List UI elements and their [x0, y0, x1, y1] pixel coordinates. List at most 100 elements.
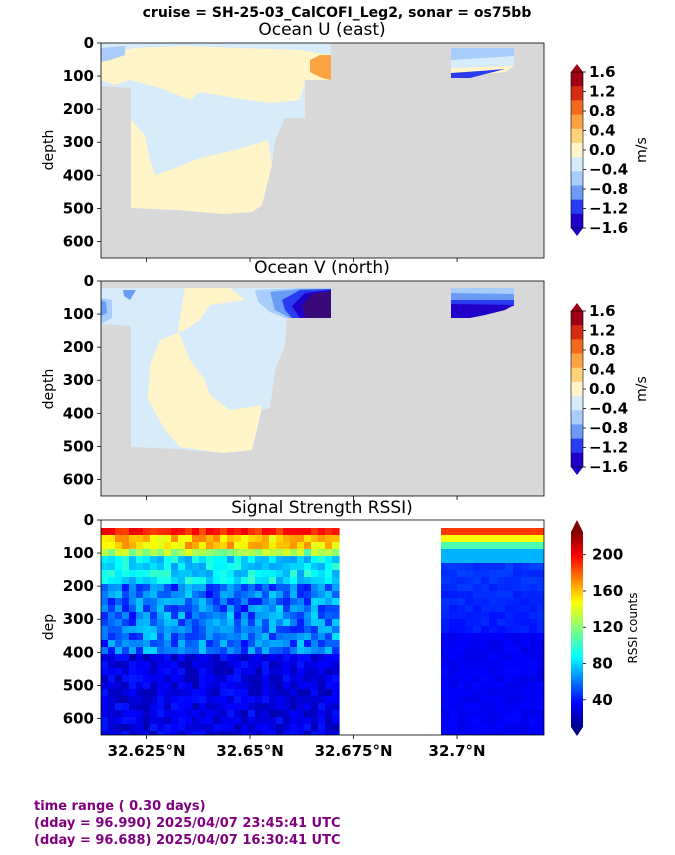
rssi-cell: [318, 556, 326, 564]
rssi-cell: [199, 675, 207, 683]
rssi-cell: [206, 710, 214, 718]
rssi-cell: [164, 619, 172, 627]
rssi-cell: [192, 689, 200, 697]
rssi-cell: [178, 731, 186, 735]
rssi-cell: [529, 661, 538, 669]
rssi-cell: [122, 563, 130, 571]
rssi-cell: [255, 724, 263, 732]
rssi-cell: [276, 556, 284, 564]
rssi-cell: [101, 584, 109, 592]
rssi-cell: [276, 640, 284, 648]
rssi-cell: [157, 647, 165, 655]
rssi-cell: [185, 640, 193, 648]
rssi-cell: [248, 612, 256, 620]
rssi-cell: [311, 542, 319, 550]
rssi-ylabel: dep: [41, 614, 57, 641]
rssi-cell: [115, 682, 123, 690]
rssi-cell: [206, 535, 214, 543]
rssi-cell: [115, 675, 123, 683]
rssi-cell: [192, 619, 200, 627]
rssi-cell: [318, 696, 326, 704]
rssi-cell: [441, 549, 450, 557]
rssi-cell: [227, 633, 235, 641]
rssi-cell: [283, 626, 291, 634]
rssi-cell: [304, 577, 312, 585]
rssi-cell: [178, 647, 186, 655]
rssi-cell: [489, 633, 498, 641]
rssi-cell: [449, 717, 458, 725]
rssi-cell: [143, 717, 151, 725]
rssi-cell: [136, 724, 144, 732]
rssi-cell: [262, 696, 270, 704]
rssi-cell: [325, 577, 333, 585]
panel-v-title: Ocean V (north): [254, 258, 390, 278]
rssi-cell: [529, 591, 538, 599]
rssi-cell: [332, 528, 340, 536]
rssi-cell: [234, 731, 242, 735]
rssi-cell: [481, 703, 490, 711]
rssi-cell: [441, 598, 450, 606]
y-tick-label: 600: [63, 232, 94, 250]
rssi-cell: [185, 598, 193, 606]
rssi-cell: [185, 724, 193, 732]
rssi-cell: [122, 626, 130, 634]
rssi-cell: [283, 591, 291, 599]
rssi-cell: [185, 689, 193, 697]
rssi-cell: [108, 696, 116, 704]
rssi-cell: [192, 675, 200, 683]
rssi-cell: [505, 640, 514, 648]
rssi-cell: [473, 605, 482, 613]
rssi-cell: [262, 703, 270, 711]
rssi-cell: [325, 731, 333, 735]
rssi-cell: [513, 556, 522, 564]
rssi-cell: [269, 654, 277, 662]
y-tick-label: 200: [63, 577, 94, 595]
rssi-cell: [101, 654, 109, 662]
rssi-cell: [213, 570, 221, 578]
rssi-colorbar-tick-label: 40: [592, 691, 613, 709]
rssi-cell: [473, 731, 482, 735]
rssi-cell: [171, 710, 179, 718]
rssi-cell: [150, 724, 158, 732]
rssi-cell: [489, 542, 498, 550]
rssi-cell: [234, 633, 242, 641]
footer-start-time: (dday = 96.688) 2025/04/07 16:30:41 UTC: [34, 833, 341, 848]
rssi-cell: [171, 661, 179, 669]
rssi-cell: [537, 654, 544, 662]
colorbar-tick-label: 1.2: [589, 322, 616, 340]
rssi-cell: [311, 535, 319, 543]
rssi-cell: [537, 682, 544, 690]
rssi-cell: [276, 584, 284, 592]
rssi-cell: [311, 598, 319, 606]
rssi-cell: [457, 584, 466, 592]
rssi-cell: [537, 556, 544, 564]
u-region-blue-patch: [101, 46, 125, 62]
rssi-cell: [150, 668, 158, 676]
rssi-cell: [465, 689, 474, 697]
rssi-cell: [497, 633, 506, 641]
rssi-cell: [108, 542, 116, 550]
rssi-cell: [297, 647, 305, 655]
rssi-cell: [255, 647, 263, 655]
rssi-cell: [199, 731, 207, 735]
rssi-cell: [199, 542, 207, 550]
rssi-cell: [318, 626, 326, 634]
rssi-cell: [101, 647, 109, 655]
rssi-cell: [489, 668, 498, 676]
rssi-cell: [248, 591, 256, 599]
rssi-cell: [297, 717, 305, 725]
rssi-cell: [171, 542, 179, 550]
rssi-cell: [199, 640, 207, 648]
rssi-cell: [513, 661, 522, 669]
rssi-cell: [101, 668, 109, 676]
rssi-cell: [297, 549, 305, 557]
rssi-cell: [283, 556, 291, 564]
rssi-cell: [227, 612, 235, 620]
colorbar-tick-label: 1.2: [589, 83, 616, 101]
rssi-cell: [521, 591, 530, 599]
rssi-cell: [441, 626, 450, 634]
rssi-cell: [136, 717, 144, 725]
rssi-cell: [171, 724, 179, 732]
footer-time-range: time range ( 0.30 days): [34, 799, 206, 814]
